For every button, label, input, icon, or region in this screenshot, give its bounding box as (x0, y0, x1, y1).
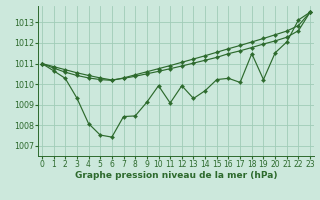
X-axis label: Graphe pression niveau de la mer (hPa): Graphe pression niveau de la mer (hPa) (75, 171, 277, 180)
